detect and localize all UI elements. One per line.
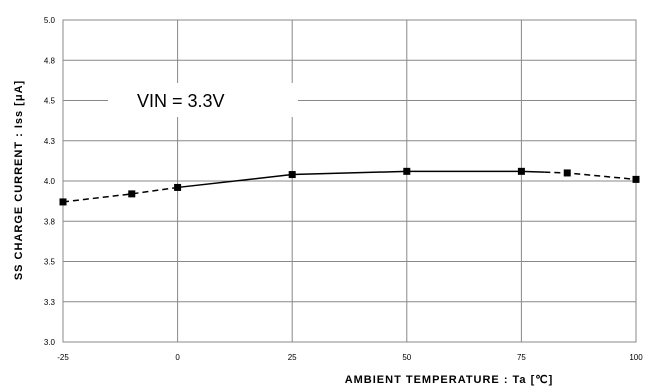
annotation-background: [108, 83, 298, 117]
series-line-dashed-high: [544, 171, 637, 181]
data-point-marker: [632, 175, 640, 183]
data-point-marker: [59, 198, 67, 206]
data-point-marker: [288, 171, 296, 179]
y-tick-label: 4.5: [44, 97, 56, 106]
marker-group: [59, 167, 640, 206]
x-axis-ticks: -25 0 25 50 75 100: [57, 353, 643, 362]
x-tick-label: 100: [629, 353, 643, 362]
x-tick-label: 75: [517, 353, 526, 362]
series-line-solid: [177, 170, 545, 189]
series-line-dashed-low: [62, 186, 178, 203]
x-tick-label: 25: [288, 353, 297, 362]
y-tick-label: 4.3: [44, 137, 56, 146]
y-axis-title: SS CHARGE CURRENT : Iss [μA]: [13, 80, 25, 280]
y-tick-label: 5.0: [44, 16, 56, 25]
data-point-marker: [174, 183, 182, 191]
y-tick-label: 3.3: [44, 298, 56, 307]
y-axis-ticks: 3.0 3.3 3.5 3.8 4.0 4.3 4.5 4.8 5.0: [44, 16, 56, 347]
data-point-marker: [517, 167, 525, 175]
x-tick-label: 50: [402, 353, 411, 362]
annotation-label: VIN = 3.3V: [137, 91, 225, 111]
y-tick-label: 3.5: [44, 258, 56, 267]
x-tick-label: 0: [175, 353, 180, 362]
data-point-marker: [128, 190, 136, 198]
x-tick-label: -25: [57, 353, 69, 362]
data-point-marker: [563, 169, 571, 177]
y-tick-label: 3.0: [44, 338, 56, 347]
y-tick-label: 4.8: [44, 56, 56, 65]
grid-lines: [62, 19, 637, 343]
data-point-marker: [403, 167, 411, 175]
x-axis-title: AMBIENT TEMPERATURE : Ta [℃]: [345, 374, 554, 386]
y-tick-label: 3.8: [44, 217, 56, 226]
series-group: [62, 170, 637, 203]
y-tick-label: 4.0: [44, 177, 56, 186]
